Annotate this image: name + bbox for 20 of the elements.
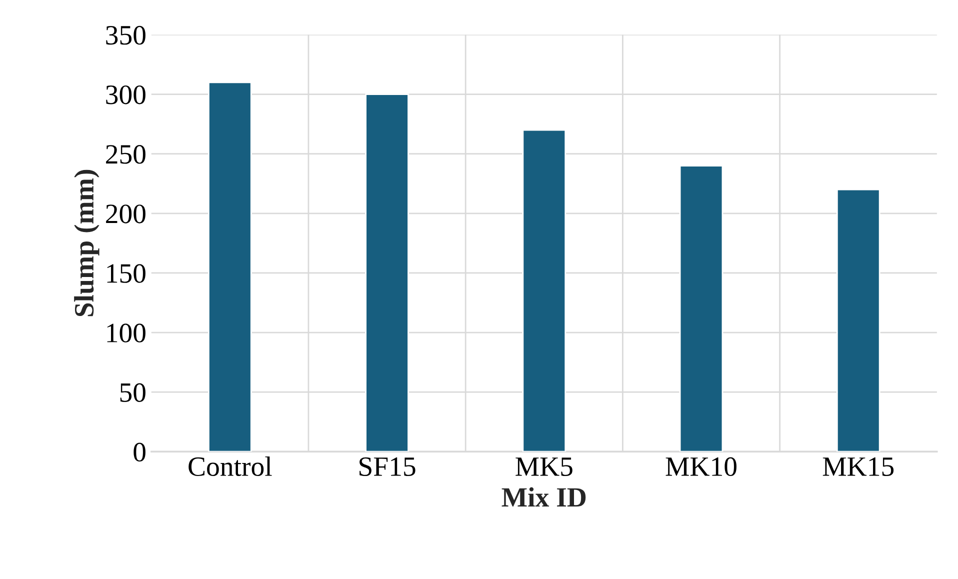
bar [522,129,566,452]
x-tick-label: MK10 [666,457,736,476]
y-tick-label: 200 [106,204,146,224]
y-tick-label: 150 [107,264,146,283]
bar [836,188,880,452]
y-tick-label: 50 [120,383,146,402]
bar [679,165,724,452]
x-tick-label: SF15 [360,457,416,476]
x-tick-label: MK15 [822,457,894,476]
x-tick-label: MK5 [516,458,572,476]
y-tick-label: 100 [107,324,146,342]
bar [365,94,409,452]
y-tick-label: 350 [106,26,146,45]
x-axis-title: Mix ID [502,487,586,507]
x-tick-label: Control [188,456,272,476]
bar [208,82,252,452]
y-tick-label: 0 [134,442,146,462]
y-axis-title: Slump (mm) [74,170,100,316]
y-tick-label: 250 [106,145,146,164]
y-tick-label: 300 [106,85,146,104]
